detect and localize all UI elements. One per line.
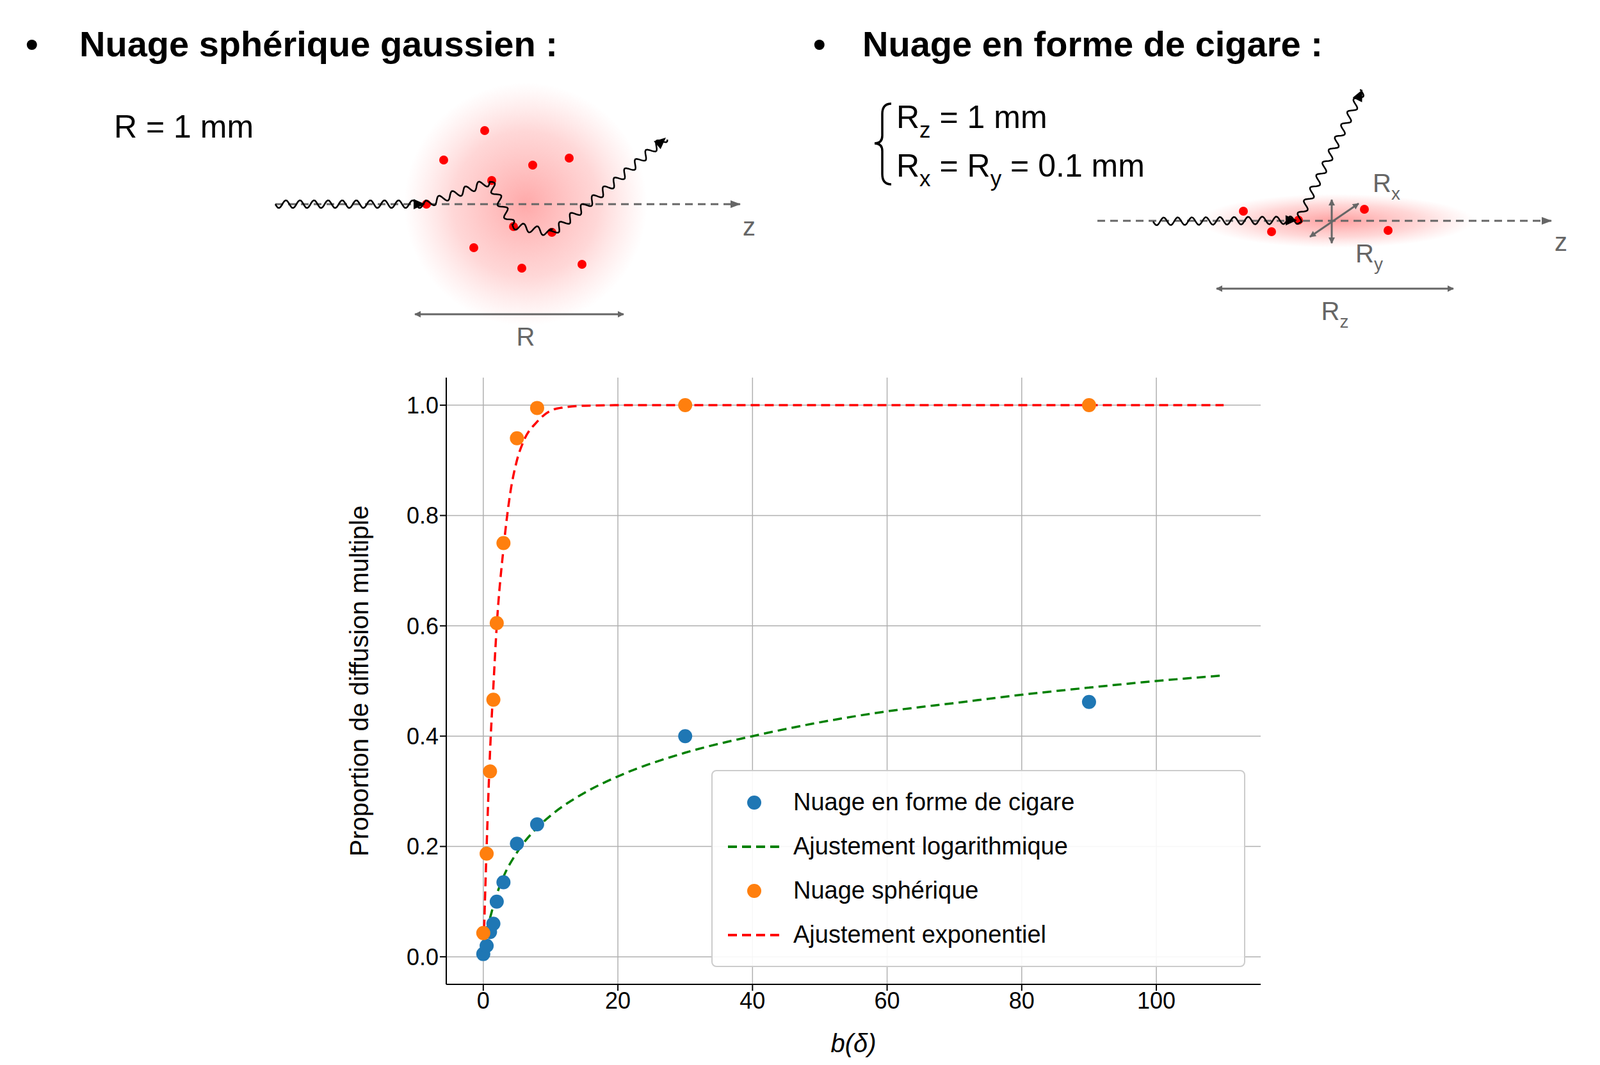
svg-text:•: • bbox=[25, 23, 39, 65]
svg-text:0.8: 0.8 bbox=[406, 502, 439, 529]
svg-text:60: 60 bbox=[874, 987, 901, 1015]
svg-text:40: 40 bbox=[739, 987, 766, 1015]
svg-text:R: R bbox=[516, 322, 536, 351]
svg-text:20: 20 bbox=[605, 987, 631, 1015]
html-text:Ajustement exponentiel: Ajustement exponentiel bbox=[793, 921, 1047, 949]
svg-text:0.0: 0.0 bbox=[406, 944, 439, 971]
svg-text:80: 80 bbox=[1009, 987, 1035, 1015]
svg-text:1.0: 1.0 bbox=[406, 392, 439, 419]
svg-text:Ry: Ry bbox=[1355, 239, 1383, 275]
svg-text:Nuage sphérique gaussien :: Nuage sphérique gaussien : bbox=[79, 23, 558, 65]
svg-text:Nuage en forme de cigare :: Nuage en forme de cigare : bbox=[862, 23, 1323, 65]
svg-text:0: 0 bbox=[476, 987, 490, 1015]
html-text:Ajustement logarithmique: Ajustement logarithmique bbox=[793, 832, 1068, 860]
svg-text:Rz: Rz bbox=[1321, 297, 1350, 332]
svg-text:Rx = Ry = 0.1 mm: Rx = Ry = 0.1 mm bbox=[896, 147, 1145, 191]
html-text:Proportion de diffusion multip: Proportion de diffusion multiple bbox=[345, 505, 374, 857]
svg-text:z: z bbox=[1554, 227, 1568, 257]
html-text:Nuage sphérique: Nuage sphérique bbox=[793, 877, 979, 905]
svg-text:0.4: 0.4 bbox=[406, 723, 439, 750]
svg-text:Rx: Rx bbox=[1372, 169, 1401, 204]
svg-text:R = 1 mm: R = 1 mm bbox=[113, 108, 254, 145]
svg-text:Rz = 1 mm: Rz = 1 mm bbox=[896, 99, 1048, 143]
svg-text:•: • bbox=[813, 23, 826, 65]
svg-text:0.2: 0.2 bbox=[406, 833, 439, 860]
svg-text:z: z bbox=[742, 212, 756, 241]
html-text:b(δ): b(δ) bbox=[830, 1029, 877, 1058]
svg-text:100: 100 bbox=[1137, 987, 1176, 1015]
svg-text:0.6: 0.6 bbox=[406, 613, 439, 640]
html-text:Nuage en forme de cigare: Nuage en forme de cigare bbox=[793, 788, 1075, 816]
